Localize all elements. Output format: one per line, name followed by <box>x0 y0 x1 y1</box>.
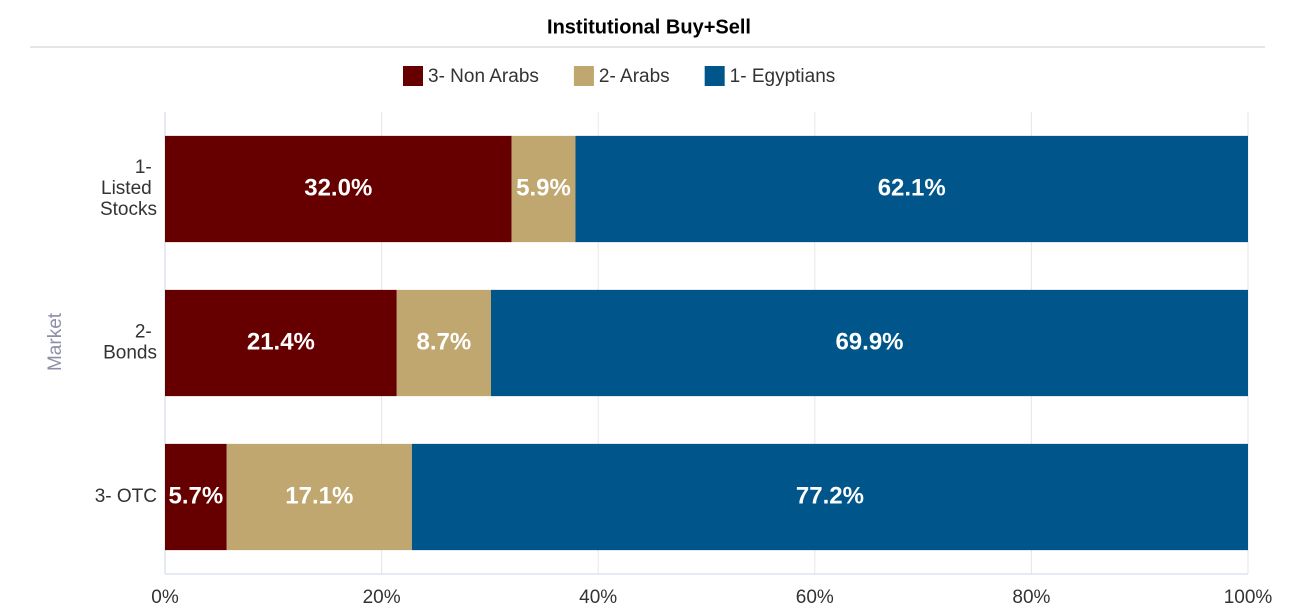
data-label: 8.7% <box>417 328 472 355</box>
bar-segment <box>411 443 1248 551</box>
bar-segment <box>396 289 491 397</box>
legend-label: 3- Non Arabs <box>428 66 539 87</box>
x-tick-label: 40% <box>579 587 617 608</box>
legend-item[interactable]: 3- Non Arabs <box>403 66 539 87</box>
bar-segment <box>575 135 1248 243</box>
data-label: 62.1% <box>878 174 946 201</box>
legend-swatch <box>403 66 423 86</box>
y-tick-label: 2- Bonds <box>103 322 157 364</box>
legend-item[interactable]: 1- Egyptians <box>704 66 836 87</box>
bar-segment <box>226 443 412 551</box>
bar-segment <box>511 135 576 243</box>
legend-label: 1- Egyptians <box>730 66 836 87</box>
data-label: 21.4% <box>247 328 315 355</box>
x-tick-label: 100% <box>1224 587 1273 608</box>
y-tick-label: 1- Listed Stocks <box>100 157 157 220</box>
y-tick-label: 3- OTC <box>95 486 157 507</box>
y-axis-label: Market <box>45 312 66 371</box>
bar-segment <box>165 443 227 551</box>
chart-title: Institutional Buy+Sell <box>547 16 751 38</box>
x-tick-label: 20% <box>363 587 401 608</box>
legend-swatch <box>573 66 594 86</box>
x-tick-label: 80% <box>1012 587 1050 608</box>
legend-item[interactable]: 2- Arabs <box>573 66 670 87</box>
data-label: 5.7% <box>169 482 224 509</box>
bar-segment <box>165 135 512 243</box>
bar-segment <box>490 289 1248 397</box>
data-label: 69.9% <box>835 328 903 355</box>
data-label: 17.1% <box>285 482 353 509</box>
data-label: 32.0% <box>304 174 372 201</box>
bar-segment <box>165 289 397 397</box>
legend-label: 2- Arabs <box>599 66 670 87</box>
data-label: 77.2% <box>796 482 864 509</box>
x-tick-label: 60% <box>796 587 834 608</box>
data-label: 5.9% <box>516 174 571 201</box>
legend-swatch <box>704 66 725 86</box>
x-tick-label: 0% <box>151 587 179 608</box>
